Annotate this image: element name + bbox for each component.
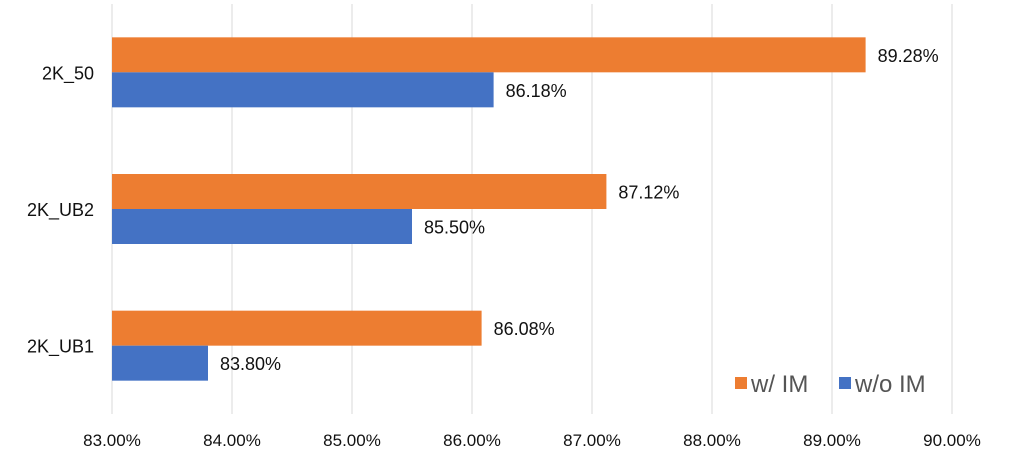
bar [112, 37, 866, 73]
x-tick-label: 89.00% [803, 431, 861, 450]
bar [112, 174, 607, 209]
data-labels: 89.28% 86.18% 87.12% 85.50% 86.08% 83.80% [220, 46, 939, 374]
legend: w/ IM w/o IM [735, 371, 926, 398]
data-label: 85.50% [424, 218, 485, 238]
bars [112, 37, 866, 381]
x-tick-label: 90.00% [923, 431, 981, 450]
x-tick-label: 85.00% [323, 431, 381, 450]
category-labels: 2K_50 2K_UB2 2K_UB1 [27, 63, 94, 357]
data-label: 89.28% [878, 46, 939, 66]
bar [112, 345, 208, 381]
legend-swatch [735, 377, 747, 389]
x-tick-label: 88.00% [683, 431, 741, 450]
x-axis-tick-labels: 83.00% 84.00% 85.00% 86.00% 87.00% 88.00% 89.0… [83, 431, 981, 450]
legend-label: w/ IM [750, 371, 808, 398]
data-label: 86.08% [494, 319, 555, 339]
bar [112, 209, 412, 244]
bar [112, 72, 494, 108]
legend-swatch [839, 377, 851, 389]
category-label: 2K_UB1 [27, 337, 94, 358]
x-tick-label: 83.00% [83, 431, 141, 450]
data-label: 86.18% [506, 81, 567, 101]
category-label: 2K_UB2 [27, 200, 94, 221]
x-tick-label: 86.00% [443, 431, 501, 450]
data-label: 83.80% [220, 354, 281, 374]
bar [112, 310, 482, 346]
x-tick-label: 87.00% [563, 431, 621, 450]
category-label: 2K_50 [42, 63, 94, 84]
x-tick-label: 84.00% [203, 431, 261, 450]
legend-label: w/o IM [854, 371, 926, 398]
data-label: 87.12% [618, 183, 679, 203]
